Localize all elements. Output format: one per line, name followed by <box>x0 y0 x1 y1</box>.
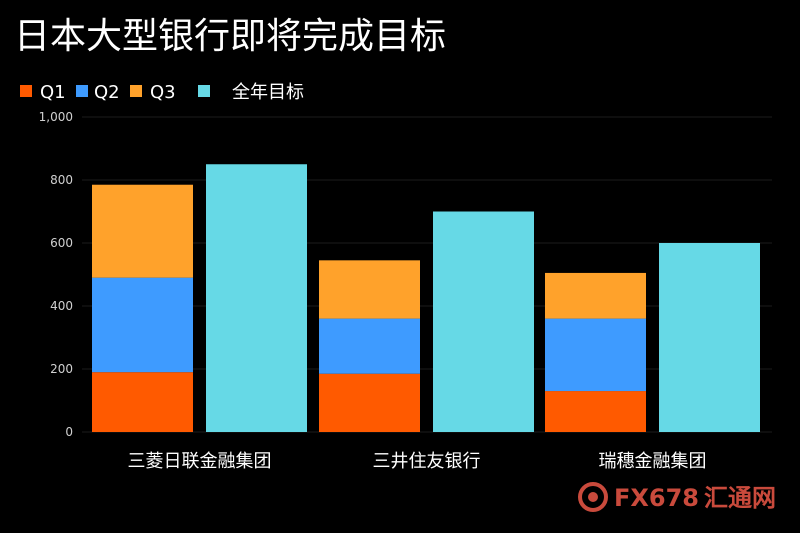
legend-swatch <box>76 85 88 97</box>
category-label: 三菱日联金融集团 <box>128 451 272 472</box>
y-tick-label: 200 <box>50 362 73 376</box>
bar-q1-2 <box>545 391 646 432</box>
legend-swatch <box>198 85 210 97</box>
category-label: 瑞穗金融集团 <box>599 451 707 472</box>
bar-q3-1 <box>319 260 420 319</box>
y-tick-label: 1,000 <box>39 110 73 124</box>
watermark: FX678 汇通网 <box>578 482 776 512</box>
watermark-suffix: 汇通网 <box>704 484 776 512</box>
bar-target-2 <box>659 243 760 432</box>
bar-target-0 <box>206 164 307 432</box>
bars <box>92 164 760 432</box>
legend-label: Q1 <box>40 82 66 103</box>
bar-q1-0 <box>92 372 193 432</box>
y-tick-label: 600 <box>50 236 73 250</box>
bar-q2-2 <box>545 318 646 392</box>
watermark-logo-icon <box>578 482 608 512</box>
chart-title: 日本大型银行即将完成目标 <box>14 16 446 57</box>
watermark-text: FX678 <box>614 484 699 512</box>
legend-label: 全年目标 <box>232 82 304 103</box>
grid-lines <box>82 116 772 433</box>
y-tick-label: 400 <box>50 299 73 313</box>
legend-swatch <box>20 85 32 97</box>
legend: Q1 Q2 Q3 全年目标 <box>20 82 304 103</box>
bar-q1-1 <box>319 373 420 432</box>
bar-target-1 <box>433 211 534 432</box>
legend-label: Q3 <box>150 82 176 103</box>
bar-q3-0 <box>92 184 193 278</box>
y-tick-label: 800 <box>50 173 73 187</box>
bar-q3-2 <box>545 272 646 319</box>
category-labels: 三菱日联金融集团 三井住友银行 瑞穗金融集团 <box>128 451 707 472</box>
watermark-logo-dot-icon <box>588 492 598 502</box>
y-axis-ticks: 0 200 400 600 800 1,000 <box>39 110 73 439</box>
bar-q2-1 <box>319 318 420 374</box>
bar-q2-0 <box>92 277 193 373</box>
legend-label: Q2 <box>94 82 120 103</box>
y-tick-label: 0 <box>65 425 73 439</box>
category-label: 三井住友银行 <box>373 451 481 472</box>
legend-swatch <box>130 85 142 97</box>
